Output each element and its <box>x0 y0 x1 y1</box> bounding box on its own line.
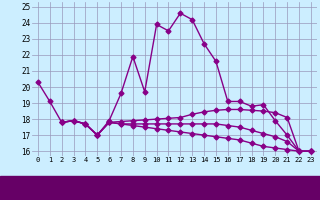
Text: Windchill (Refroidissement éolien,°C): Windchill (Refroidissement éolien,°C) <box>84 184 268 192</box>
